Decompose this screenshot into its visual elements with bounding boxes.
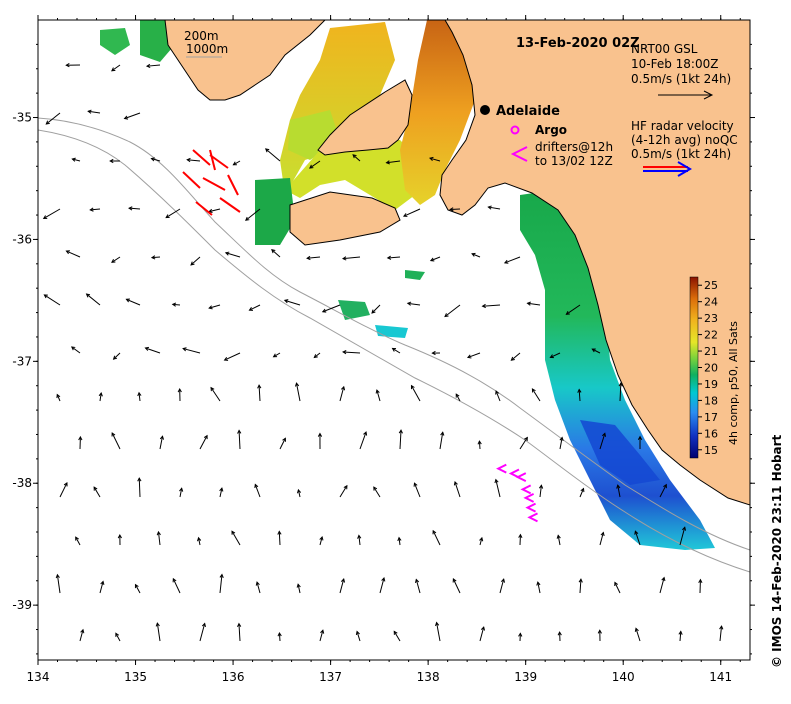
bathy-200m-label: 200m	[184, 29, 219, 43]
colorbar-tick-label: 25	[704, 279, 718, 292]
colorbar-ramp	[690, 277, 698, 458]
y-tick-label: -37	[12, 354, 32, 368]
map-title: 13-Feb-2020 02Z	[516, 36, 640, 51]
y-tick-label: -35	[12, 111, 32, 125]
city-label: Adelaide	[496, 104, 560, 119]
colorbar-tick-label: 23	[704, 312, 718, 325]
x-tick-label: 140	[612, 670, 635, 684]
colorbar-tick-label: 22	[704, 329, 718, 342]
x-tick-label: 134	[27, 670, 50, 684]
colorbar-tick-label: 24	[704, 296, 718, 309]
x-tick-label: 141	[709, 670, 732, 684]
drifter-legend-line-2: to 13/02 12Z	[535, 154, 613, 168]
model-line-1: NRT00 GSL	[631, 42, 698, 56]
x-tick-label: 136	[222, 670, 245, 684]
colorbar-tick-label: 16	[704, 427, 718, 440]
hf-line-1: HF radar velocity	[631, 119, 734, 133]
colorbar-tick-label: 19	[704, 378, 718, 391]
y-tick-label: -36	[12, 232, 32, 246]
drifter-legend-line-1: drifters@12h	[535, 140, 613, 154]
colorbar-tick-label: 17	[704, 411, 718, 424]
x-tick-label: 138	[417, 670, 440, 684]
argo-legend-label: Argo	[535, 123, 567, 137]
adelaide-marker	[480, 105, 490, 115]
colorbar-tick-label: 15	[704, 444, 718, 457]
colorbar-label: 4h comp, p50, All Sats	[727, 321, 740, 445]
model-line-3: 0.5m/s (1kt 24h)	[631, 72, 731, 86]
model-line-2: 10-Feb 18:00Z	[631, 57, 718, 71]
colorbar-tick-label: 21	[704, 345, 718, 358]
y-tick-label: -39	[12, 598, 32, 612]
colorbar-tick-label: 20	[704, 362, 718, 375]
x-tick-label: 137	[319, 670, 342, 684]
x-tick-label: 135	[124, 670, 147, 684]
hf-line-2: (4-12h avg) noQC	[631, 133, 738, 147]
hf-line-3: 0.5m/s (1kt 24h)	[631, 147, 731, 161]
x-tick-label: 139	[514, 670, 537, 684]
credit-text: © IMOS 14-Feb-2020 23:11 Hobart	[770, 434, 784, 668]
y-tick-label: -38	[12, 476, 32, 490]
colorbar-tick-label: 18	[704, 394, 718, 407]
bathy-1000m-label: 1000m	[186, 42, 228, 56]
